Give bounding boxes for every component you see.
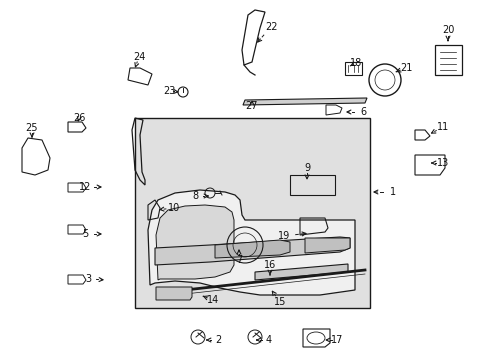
Text: 25: 25 — [26, 123, 38, 133]
Polygon shape — [254, 264, 347, 280]
Text: 11: 11 — [436, 122, 448, 132]
Polygon shape — [155, 237, 349, 265]
Text: 8: 8 — [192, 191, 198, 201]
Text: 13: 13 — [436, 158, 448, 168]
Text: 27: 27 — [245, 101, 258, 111]
Text: 20: 20 — [441, 25, 453, 35]
Text: 12: 12 — [79, 182, 91, 192]
Text: 22: 22 — [264, 22, 277, 32]
Text: 21: 21 — [399, 63, 411, 73]
Polygon shape — [156, 287, 192, 300]
Text: 17: 17 — [330, 335, 343, 345]
Text: 16: 16 — [264, 260, 276, 270]
Text: 6: 6 — [359, 107, 366, 117]
Text: 2: 2 — [214, 335, 221, 345]
Text: 5: 5 — [81, 229, 88, 239]
Text: 1: 1 — [389, 187, 395, 197]
Bar — [135, 118, 369, 308]
Polygon shape — [243, 98, 366, 105]
Text: 10: 10 — [167, 203, 180, 213]
Polygon shape — [148, 190, 354, 295]
Text: 9: 9 — [304, 163, 309, 173]
Polygon shape — [305, 238, 349, 253]
Text: 23: 23 — [163, 86, 175, 96]
Text: 3: 3 — [85, 274, 91, 284]
Text: 26: 26 — [73, 113, 85, 123]
Polygon shape — [156, 205, 234, 280]
Text: 24: 24 — [133, 52, 145, 62]
Text: 15: 15 — [273, 297, 285, 307]
Text: 18: 18 — [349, 58, 362, 68]
Text: 14: 14 — [206, 295, 219, 305]
Text: 19: 19 — [277, 231, 289, 241]
Text: 7: 7 — [235, 255, 242, 265]
Text: 4: 4 — [265, 335, 271, 345]
Polygon shape — [215, 240, 289, 258]
